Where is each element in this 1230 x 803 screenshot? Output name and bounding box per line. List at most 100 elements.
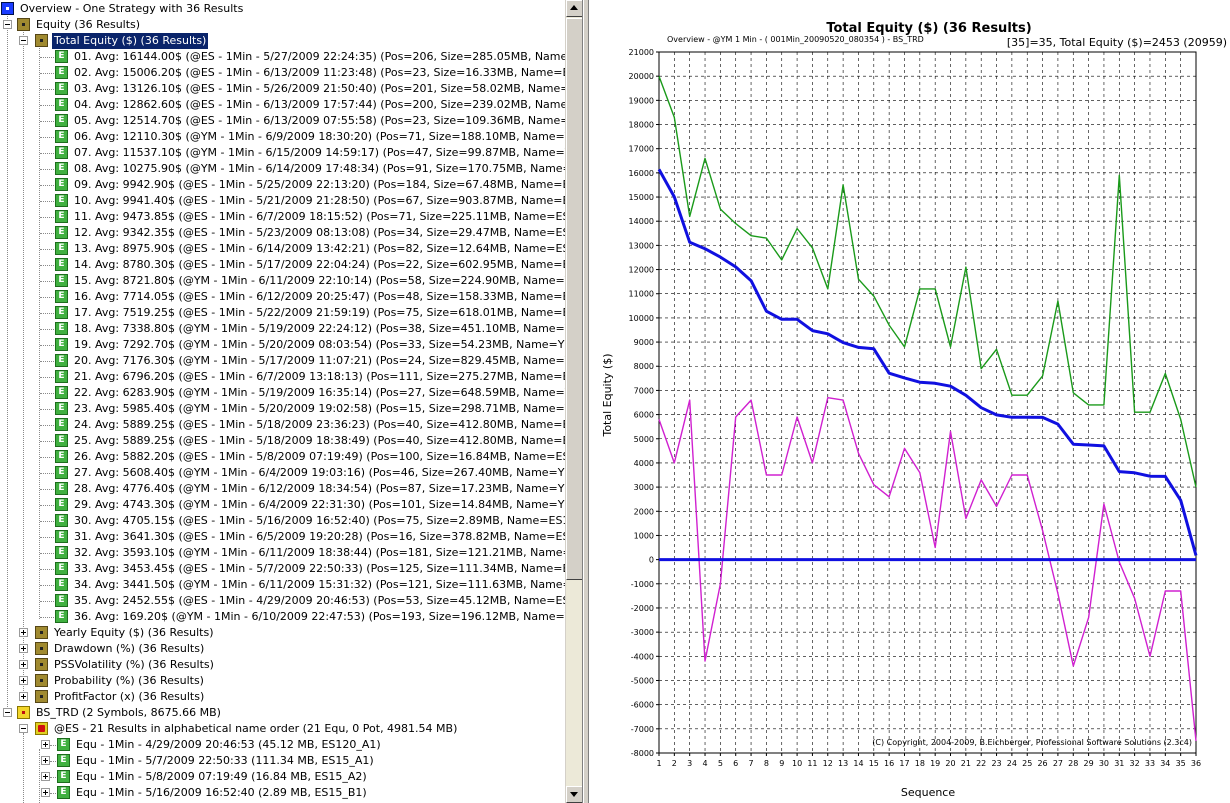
scroll-down-button[interactable]: [566, 786, 582, 803]
scroll-thumb[interactable]: [566, 18, 582, 580]
equity-result-icon: E: [55, 114, 68, 127]
tree-result-item[interactable]: E 25. Avg: 5889.25$ (@ES - 1Min - 5/18/20…: [0, 433, 565, 449]
tree-result-item[interactable]: E 34. Avg: 3441.50$ (@YM - 1Min - 6/11/20…: [0, 577, 565, 593]
tree-es-item[interactable]: E Equ - 1Min - 5/8/2009 07:19:49 (16.84 M…: [0, 769, 565, 785]
tree-line: [40, 585, 54, 586]
tree-line: [40, 361, 54, 362]
tree-line: [40, 89, 54, 90]
collapse-icon[interactable]: [3, 20, 12, 29]
equity-result-icon: E: [55, 258, 68, 271]
tree-result-item[interactable]: E 30. Avg: 4705.15$ (@ES - 1Min - 5/16/20…: [0, 513, 565, 529]
tree-result-item[interactable]: E 27. Avg: 5608.40$ (@YM - 1Min - 6/4/200…: [0, 465, 565, 481]
tree-result-item[interactable]: E 35. Avg: 2452.55$ (@ES - 1Min - 4/29/20…: [0, 593, 565, 609]
tree-result-item[interactable]: E 08. Avg: 10275.90$ (@YM - 1Min - 6/14/2…: [0, 161, 565, 177]
tree-result-item[interactable]: E 11. Avg: 9473.85$ (@ES - 1Min - 6/7/200…: [0, 209, 565, 225]
tree-result-item[interactable]: E 12. Avg: 9342.35$ (@ES - 1Min - 5/23/20…: [0, 225, 565, 241]
expand-icon[interactable]: [41, 756, 50, 765]
tree-result-item[interactable]: E 19. Avg: 7292.70$ (@YM - 1Min - 5/20/20…: [0, 337, 565, 353]
tree-result-item[interactable]: E 17. Avg: 7519.25$ (@ES - 1Min - 5/22/20…: [0, 305, 565, 321]
tree-es-item[interactable]: E Equ - 1Min - 4/29/2009 20:46:53 (45.12 …: [0, 737, 565, 753]
tree-result-item[interactable]: E 16. Avg: 7714.05$ (@ES - 1Min - 6/12/20…: [0, 289, 565, 305]
tree-result-item-label: 14. Avg: 8780.30$ (@ES - 1Min - 5/17/200…: [74, 258, 565, 271]
expand-icon[interactable]: [41, 788, 50, 797]
tree-metric-group[interactable]: Drawdown (%) (36 Results): [0, 641, 565, 657]
scroll-up-button[interactable]: [566, 0, 582, 17]
y-tick-label: 0: [649, 556, 654, 565]
tree-metric-group[interactable]: Probability (%) (36 Results): [0, 673, 565, 689]
tree-metric-group[interactable]: ProfitFactor (x) (36 Results): [0, 689, 565, 705]
tree-es-group[interactable]: @ES - 21 Results in alphabetical name or…: [0, 721, 565, 737]
tree-result-item[interactable]: E 13. Avg: 8975.90$ (@ES - 1Min - 6/14/20…: [0, 241, 565, 257]
series-line: [658, 397, 1197, 741]
tree-metric-group[interactable]: PSSVolatility (%) (36 Results): [0, 657, 565, 673]
expand-icon[interactable]: [19, 628, 28, 637]
expand-icon[interactable]: [19, 676, 28, 685]
tree-result-item[interactable]: E 20. Avg: 7176.30$ (@YM - 1Min - 5/17/20…: [0, 353, 565, 369]
tree-result-item-label: 21. Avg: 6796.20$ (@ES - 1Min - 6/7/2009…: [74, 370, 565, 383]
collapse-icon[interactable]: [19, 724, 28, 733]
chart-pane: Total Equity ($) (36 Results) Overview -…: [589, 0, 1230, 803]
tree-result-item[interactable]: E 23. Avg: 5985.40$ (@YM - 1Min - 5/20/20…: [0, 401, 565, 417]
tree-result-item[interactable]: E 06. Avg: 12110.30$ (@YM - 1Min - 6/9/20…: [0, 129, 565, 145]
tree-result-item[interactable]: E 33. Avg: 3453.45$ (@ES - 1Min - 5/7/200…: [0, 561, 565, 577]
tree-result-item-label: 25. Avg: 5889.25$ (@ES - 1Min - 5/18/200…: [74, 434, 565, 447]
expand-icon[interactable]: [19, 660, 28, 669]
tree-result-item[interactable]: E 28. Avg: 4776.40$ (@YM - 1Min - 6/12/20…: [0, 481, 565, 497]
tree-total-equity[interactable]: Total Equity ($) (36 Results): [0, 33, 565, 49]
tree-result-item[interactable]: E 36. Avg: 169.20$ (@YM - 1Min - 6/10/200…: [0, 609, 565, 625]
tree-result-item[interactable]: E 31. Avg: 3641.30$ (@ES - 1Min - 6/5/200…: [0, 529, 565, 545]
tree-result-item[interactable]: E 15. Avg: 8721.80$ (@YM - 1Min - 6/11/20…: [0, 273, 565, 289]
splitter[interactable]: [583, 0, 589, 803]
expand-icon[interactable]: [19, 692, 28, 701]
y-tick-label: 4000: [634, 459, 654, 468]
x-tick-label: 10: [792, 759, 802, 768]
tree-es-item-label: Equ - 1Min - 5/7/2009 22:50:33 (111.34 M…: [76, 754, 374, 767]
tree-result-item-label: 05. Avg: 12514.70$ (@ES - 1Min - 6/13/20…: [74, 114, 565, 127]
y-tick-label: 9000: [634, 338, 654, 347]
tree-result-item[interactable]: E 26. Avg: 5882.20$ (@ES - 1Min - 5/8/200…: [0, 449, 565, 465]
y-tick-label: 5000: [634, 435, 654, 444]
tree-result-item[interactable]: E 05. Avg: 12514.70$ (@ES - 1Min - 6/13/2…: [0, 113, 565, 129]
tree-result-item[interactable]: E 32. Avg: 3593.10$ (@YM - 1Min - 6/11/20…: [0, 545, 565, 561]
tree-result-item[interactable]: E 18. Avg: 7338.80$ (@YM - 1Min - 5/19/20…: [0, 321, 565, 337]
collapse-icon[interactable]: [19, 36, 28, 45]
x-tick-label: 30: [1099, 759, 1109, 768]
tree-scrollbar[interactable]: [565, 0, 582, 803]
tree-result-item-label: 03. Avg: 13126.10$ (@ES - 1Min - 5/26/20…: [74, 82, 565, 95]
tree-result-item[interactable]: E 01. Avg: 16144.00$ (@ES - 1Min - 5/27/2…: [0, 49, 565, 65]
tree-line: [40, 169, 54, 170]
tree-metric-group[interactable]: Yearly Equity ($) (36 Results): [0, 625, 565, 641]
tree-line: [39, 45, 40, 619]
tree-result-item[interactable]: E 24. Avg: 5889.25$ (@ES - 1Min - 5/18/20…: [0, 417, 565, 433]
tree-result-item[interactable]: E 22. Avg: 6283.90$ (@YM - 1Min - 5/19/20…: [0, 385, 565, 401]
tree-es-item[interactable]: E Equ - 1Min - 5/7/2009 22:50:33 (111.34 …: [0, 753, 565, 769]
tree-result-item[interactable]: E 09. Avg: 9942.90$ (@ES - 1Min - 5/25/20…: [0, 177, 565, 193]
tree-result-item[interactable]: E 02. Avg: 15006.20$ (@ES - 1Min - 6/13/2…: [0, 65, 565, 81]
tree-root[interactable]: Overview - One Strategy with 36 Results: [0, 1, 565, 17]
tree-result-item-label: 12. Avg: 9342.35$ (@ES - 1Min - 5/23/200…: [74, 226, 565, 239]
folder-icon: [35, 642, 48, 655]
tree-equity-group[interactable]: Equity (36 Results): [0, 17, 565, 33]
tree-es-item-label: Equ - 1Min - 4/29/2009 20:46:53 (45.12 M…: [76, 738, 381, 751]
equity-result-icon: E: [57, 786, 70, 799]
tree-result-item[interactable]: E 10. Avg: 9941.40$ (@ES - 1Min - 5/21/20…: [0, 193, 565, 209]
tree-result-item[interactable]: E 21. Avg: 6796.20$ (@ES - 1Min - 6/7/200…: [0, 369, 565, 385]
x-tick-label: 11: [807, 759, 817, 768]
x-tick-label: 22: [976, 759, 986, 768]
equity-result-icon: E: [55, 418, 68, 431]
tree-result-item[interactable]: E 04. Avg: 12862.60$ (@ES - 1Min - 6/13/2…: [0, 97, 565, 113]
expand-icon[interactable]: [19, 644, 28, 653]
tree-bs-trd[interactable]: BS_TRD (2 Symbols, 8675.66 MB): [0, 705, 565, 721]
equity-result-icon: E: [55, 466, 68, 479]
tree-result-item[interactable]: E 07. Avg: 11537.10$ (@YM - 1Min - 6/15/2…: [0, 145, 565, 161]
tree-es-item[interactable]: E Equ - 1Min - 5/16/2009 16:52:40 (2.89 M…: [0, 785, 565, 801]
tree-result-item[interactable]: E 29. Avg: 4743.30$ (@YM - 1Min - 6/4/200…: [0, 497, 565, 513]
collapse-icon[interactable]: [3, 708, 12, 717]
expand-icon[interactable]: [41, 772, 50, 781]
tree-line: [50, 777, 56, 778]
tree-result-item[interactable]: E 14. Avg: 8780.30$ (@ES - 1Min - 5/17/20…: [0, 257, 565, 273]
tree-result-item-label: 02. Avg: 15006.20$ (@ES - 1Min - 6/13/20…: [74, 66, 565, 79]
tree-result-item[interactable]: E 03. Avg: 13126.10$ (@ES - 1Min - 5/26/2…: [0, 81, 565, 97]
expand-icon[interactable]: [41, 740, 50, 749]
folder-icon: [35, 690, 48, 703]
